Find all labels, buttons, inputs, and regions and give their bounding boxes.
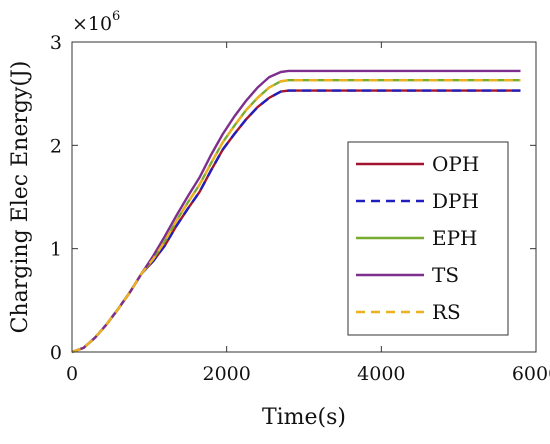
legend-label-oph: OPH [432, 152, 479, 176]
x-tick-label: 2000 [202, 363, 250, 385]
y-tick-label: 0 [50, 342, 62, 364]
legend: OPH DPH EPH TS RS [347, 141, 509, 336]
plot-frame [71, 41, 537, 353]
x-axis-title: Time(s) [262, 405, 346, 430]
y-axis-multiplier: ×10 6 [72, 9, 120, 35]
y-tick-label: 2 [50, 135, 62, 157]
legend-label-eph: EPH [432, 226, 478, 250]
y-multiplier-base: ×10 [72, 13, 112, 35]
series-line-rs [71, 79, 521, 354]
x-tick-label: 0 [66, 363, 78, 385]
y-tick-label: 1 [50, 239, 62, 261]
y-axis-title: Charging Elec Energy(J) [8, 61, 33, 334]
y-tick-label: 3 [50, 32, 62, 54]
x-tick-label: 4000 [357, 363, 405, 385]
series-layer [71, 69, 521, 354]
legend-label-rs: RS [432, 300, 461, 324]
y-multiplier-exponent: 6 [112, 9, 120, 24]
legend-label-dph: DPH [432, 189, 479, 213]
legend-label-ts: TS [432, 263, 459, 287]
